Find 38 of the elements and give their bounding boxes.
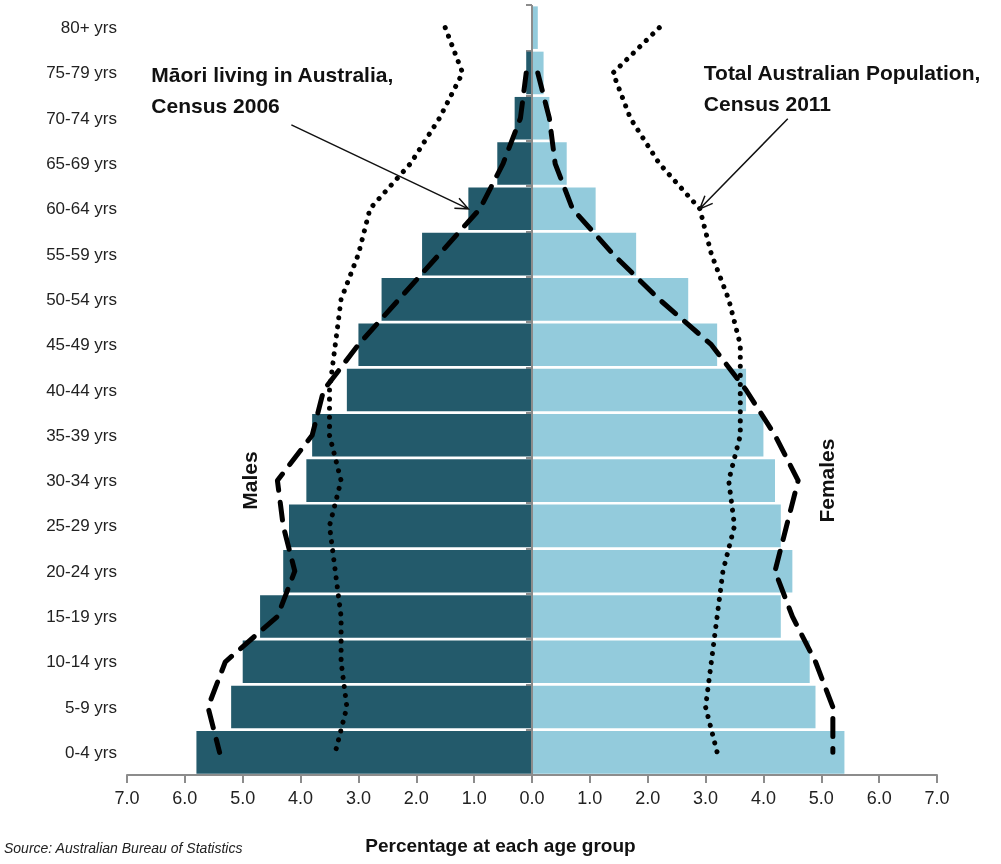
- x-tick-label: 0.0: [519, 788, 545, 808]
- y-tick-label: 70-74 yrs: [46, 108, 117, 128]
- source-note: Source: Australian Bureau of Statistics: [4, 840, 243, 856]
- x-tick-label: 4.0: [750, 788, 776, 808]
- x-tick-label: 2.0: [635, 788, 661, 808]
- x-tick-label: 2.0: [403, 788, 429, 808]
- y-tick-label: 35-39 yrs: [46, 425, 117, 445]
- x-tick-label: 3.0: [345, 788, 371, 808]
- y-tick-label: 60-64 yrs: [46, 199, 117, 219]
- text: Females: [814, 438, 838, 523]
- x-tick-label: 7.0: [924, 788, 950, 808]
- y-tick-label: 50-54 yrs: [46, 289, 117, 309]
- y-tick-label: 45-49 yrs: [46, 335, 117, 355]
- x-tick-label: 3.0: [693, 788, 719, 808]
- y-tick-label: 30-34 yrs: [46, 471, 117, 491]
- annotation: Total Australian Population, Census 2011: [703, 59, 982, 117]
- y-tick-label: 5-9 yrs: [65, 697, 117, 717]
- x-tick-label: 7.0: [114, 788, 140, 808]
- x-tick-label: 4.0: [288, 788, 314, 808]
- y-tick-label: 80+ yrs: [60, 18, 117, 38]
- y-tick-label: 65-69 yrs: [46, 154, 117, 174]
- x-tick-label: 5.0: [230, 788, 256, 808]
- y-tick-label: 10-14 yrs: [46, 652, 117, 672]
- x-tick-label: 5.0: [808, 788, 834, 808]
- x-tick-label: 1.0: [461, 788, 487, 808]
- x-axis-title: Percentage at each age group: [365, 835, 636, 856]
- y-tick-label: 20-24 yrs: [46, 561, 117, 581]
- text: Males: [237, 451, 261, 510]
- y-tick-label: 40-44 yrs: [46, 380, 117, 400]
- y-tick-label: 55-59 yrs: [46, 244, 117, 264]
- y-tick-label: 0-4 yrs: [65, 742, 117, 762]
- x-tick-label: 1.0: [577, 788, 603, 808]
- annotation: Māori living in Australia, Census 2006: [151, 61, 395, 119]
- y-tick-label: 75-79 yrs: [46, 63, 117, 83]
- x-tick-label: 6.0: [866, 788, 892, 808]
- y-tick-label: 15-19 yrs: [46, 606, 117, 626]
- y-tick-label: 25-29 yrs: [46, 516, 117, 536]
- x-tick-label: 6.0: [172, 788, 198, 808]
